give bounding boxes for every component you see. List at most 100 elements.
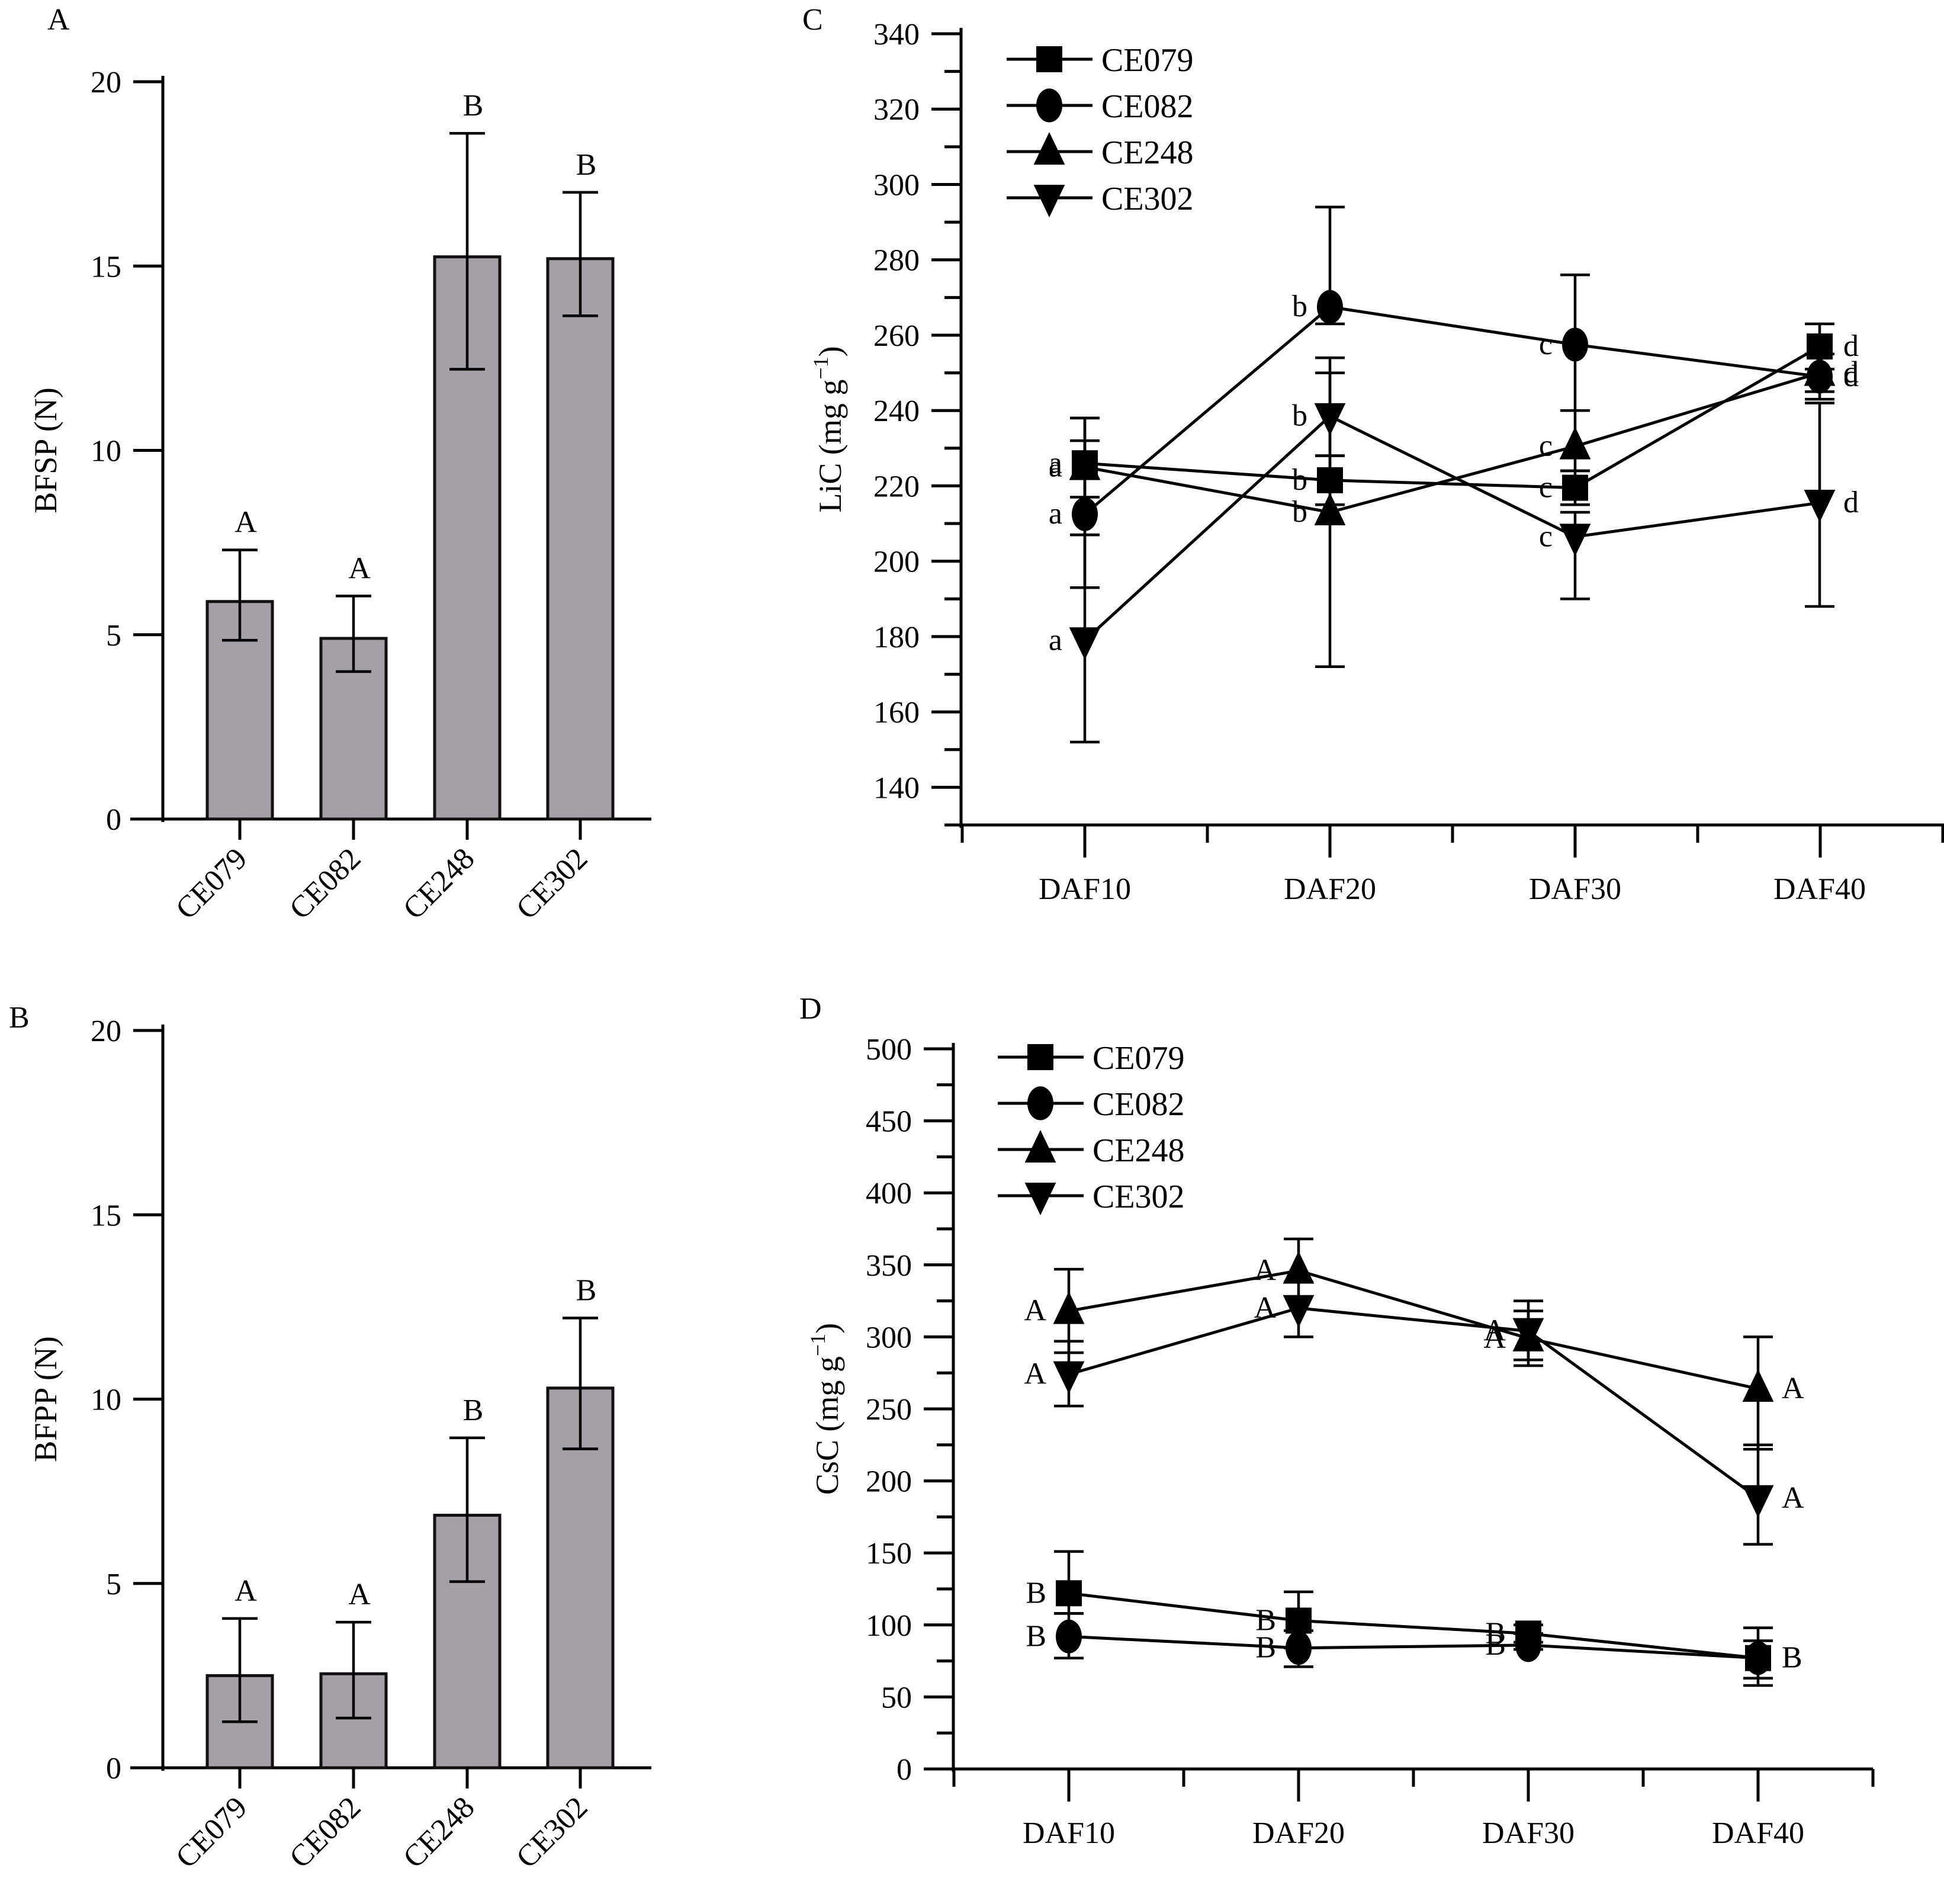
significance-label: c <box>1539 327 1553 361</box>
panel-label: A <box>47 3 70 37</box>
significance-label: A <box>1254 1291 1276 1325</box>
significance-label: A <box>1782 1372 1804 1405</box>
significance-label: a <box>1049 497 1062 531</box>
marker-triangle-up <box>1024 1130 1056 1163</box>
marker-square <box>1036 46 1062 72</box>
significance-label: B <box>1255 1604 1276 1637</box>
x-tick-label: DAF30 <box>1529 872 1621 906</box>
significance-label: A <box>1483 1314 1506 1348</box>
marker-triangle-down <box>1559 524 1591 557</box>
marker-triangle-down <box>1283 1295 1315 1328</box>
x-tick-label: CE302 <box>510 1790 594 1874</box>
series-line <box>1084 371 1820 514</box>
significance-label: A <box>1782 1481 1804 1515</box>
y-tick-label: 400 <box>866 1177 912 1211</box>
y-tick-label: 250 <box>866 1393 912 1427</box>
x-tick-label: CE082 <box>283 1790 367 1874</box>
y-axis-title-sup: −1 <box>809 357 833 379</box>
marker-triangle-down <box>1314 403 1346 436</box>
significance-label: b <box>1292 495 1307 529</box>
significance-label: B <box>1026 1619 1046 1653</box>
y-tick-label: 20 <box>91 66 121 99</box>
marker-triangle-down <box>1804 490 1836 523</box>
y-axis-title: BFPP (N) <box>28 1336 63 1462</box>
marker-triangle-down <box>1742 1485 1774 1518</box>
series-line <box>1068 1591 1759 1660</box>
y-tick-label: 340 <box>873 18 920 52</box>
y-axis-title: CsC (mg g−1) <box>806 1323 845 1495</box>
marker-circle <box>1036 88 1062 123</box>
y-axis-title-close: ) <box>809 1323 845 1334</box>
marker-triangle-up <box>1559 426 1591 460</box>
y-tick-label: 15 <box>91 1199 121 1232</box>
legend-label: CE079 <box>1093 1040 1185 1077</box>
y-tick-label: 50 <box>881 1681 912 1714</box>
legend-label: CE248 <box>1093 1132 1185 1169</box>
legend-label: CE079 <box>1101 42 1194 79</box>
significance-label: b <box>1292 463 1307 497</box>
y-tick-label: 10 <box>91 1383 121 1417</box>
series-ce302: a b c d <box>1049 371 1859 744</box>
y-tick-label: 5 <box>106 1568 121 1601</box>
y-tick-label: 200 <box>866 1465 912 1499</box>
marker-triangle-down <box>1053 1361 1085 1394</box>
y-tick-label: 350 <box>866 1249 912 1283</box>
x-tick-label: DAF10 <box>1023 1816 1115 1850</box>
marker-triangle-up <box>1033 132 1065 165</box>
significance-label: B <box>1026 1576 1046 1610</box>
significance-label: c <box>1539 429 1553 463</box>
y-axis-title-sup: −1 <box>806 1334 830 1356</box>
significance-label: d <box>1843 356 1859 390</box>
y-tick-label: 450 <box>866 1105 912 1139</box>
y-tick-label: 20 <box>91 1014 121 1048</box>
y-tick-label: 140 <box>873 771 920 805</box>
panel-d: D 0 50 100 150 200 250 300 350 400 450 500 CsC (mg g… <box>799 992 1875 1850</box>
marker-triangle-up <box>1069 447 1101 480</box>
y-tick-label: 300 <box>866 1321 912 1354</box>
bar <box>546 257 615 821</box>
x-tick-label: DAF30 <box>1482 1816 1575 1850</box>
y-tick-label: 150 <box>866 1537 912 1571</box>
y-tick-label: 220 <box>873 470 920 503</box>
y-tick-label: 180 <box>873 621 920 654</box>
significance-label: B <box>576 148 597 182</box>
x-tick-label: DAF40 <box>1712 1816 1804 1850</box>
significance-label: d <box>1843 329 1859 363</box>
panel-a: A 0 5 10 15 20 BFSP (N) A CE079 A CE082 B CE248 B CE30… <box>28 3 651 926</box>
significance-label: a <box>1049 450 1062 484</box>
series-line <box>1068 1635 1759 1660</box>
panel-label: D <box>799 992 822 1026</box>
marker-triangle-down <box>1512 1318 1544 1351</box>
marker-triangle-up <box>1053 1291 1085 1324</box>
x-tick-label: DAF40 <box>1773 872 1866 906</box>
significance-label: B <box>1255 1631 1276 1665</box>
y-tick-label: 500 <box>866 1033 912 1067</box>
y-tick-label: 5 <box>106 619 121 653</box>
marker-square <box>1027 1044 1053 1070</box>
series-line <box>1068 1269 1759 1391</box>
x-tick-label: CE082 <box>283 842 367 926</box>
significance-label: B <box>463 89 484 123</box>
significance-label: B <box>1485 1628 1506 1662</box>
y-tick-label: 280 <box>873 244 920 278</box>
y-tick-label: 240 <box>873 394 920 428</box>
marker-circle <box>1515 1628 1541 1662</box>
panel-label: B <box>9 1001 30 1035</box>
x-tick-label: CE248 <box>397 1790 481 1874</box>
significance-label: b <box>1292 290 1307 323</box>
y-tick-label: 15 <box>91 250 121 284</box>
legend-label: CE248 <box>1101 134 1194 171</box>
significance-label: c <box>1539 519 1553 553</box>
y-tick-label: 320 <box>873 93 920 127</box>
x-tick-label: CE079 <box>169 842 253 926</box>
significance-label: A <box>348 551 371 585</box>
marker-triangle-up <box>1804 353 1836 386</box>
marker-square <box>1562 474 1588 501</box>
y-tick-label: 160 <box>873 696 920 730</box>
marker-circle <box>1286 1631 1312 1665</box>
series-ce302: A A A A <box>1024 1280 1804 1546</box>
significance-label: a <box>1049 623 1062 657</box>
y-tick-label: 100 <box>866 1609 912 1643</box>
